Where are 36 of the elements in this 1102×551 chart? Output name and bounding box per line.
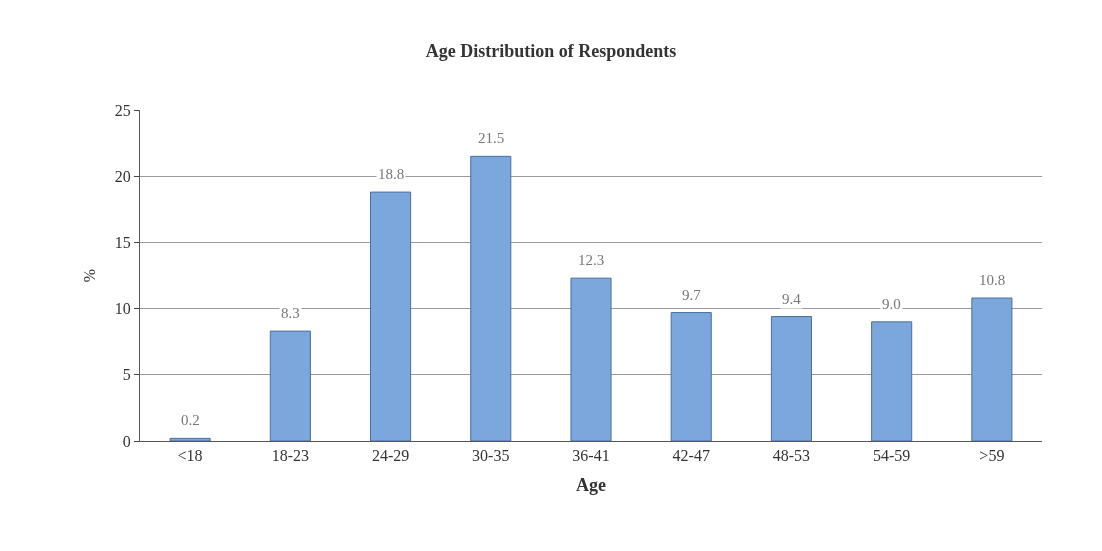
y-tick-label: 5 <box>122 366 131 384</box>
x-tick-label: 18-23 <box>271 447 309 465</box>
data-label: 21.5 <box>478 130 505 146</box>
y-tick-label: 0 <box>122 432 131 450</box>
data-label: 9.0 <box>882 296 901 312</box>
data-label: 18.8 <box>378 166 405 182</box>
data-label: 0.2 <box>181 412 200 428</box>
bar <box>169 437 211 441</box>
y-tick-label: 25 <box>114 101 131 119</box>
x-tick-label: 24-29 <box>371 447 410 465</box>
data-label: 8.3 <box>281 305 300 321</box>
x-tick-label: >59 <box>979 447 1005 465</box>
y-axis-title: % <box>80 268 98 283</box>
x-tick-label: 54-59 <box>873 447 911 465</box>
bar <box>370 191 412 441</box>
data-label: 10.8 <box>979 272 1006 288</box>
y-tick-label: 15 <box>114 234 131 251</box>
x-tick-label: 30-35 <box>472 447 510 465</box>
chart-title: Age Distribution of Respondents <box>425 40 677 61</box>
x-axis-title: Age <box>576 475 606 496</box>
x-tick-label: 48-53 <box>772 447 811 465</box>
x-tick-label: <18 <box>177 447 203 465</box>
bar <box>470 155 512 441</box>
data-label: 9.7 <box>682 287 702 303</box>
y-tick-label: 10 <box>114 300 131 318</box>
bar <box>269 330 311 441</box>
bar <box>670 312 712 441</box>
bar <box>770 316 812 441</box>
data-label: 9.4 <box>782 291 802 307</box>
x-tick-label: 42-47 <box>672 447 710 465</box>
y-tick-label: 20 <box>114 167 131 185</box>
bar <box>570 277 612 441</box>
data-label: 12.3 <box>578 252 605 268</box>
bar <box>971 297 1013 441</box>
x-tick-label: 36-41 <box>572 447 610 465</box>
bar <box>871 321 913 441</box>
